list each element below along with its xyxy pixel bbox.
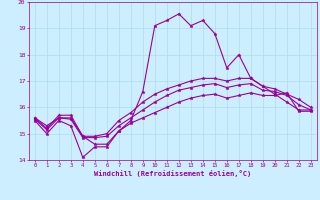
X-axis label: Windchill (Refroidissement éolien,°C): Windchill (Refroidissement éolien,°C) xyxy=(94,170,252,177)
